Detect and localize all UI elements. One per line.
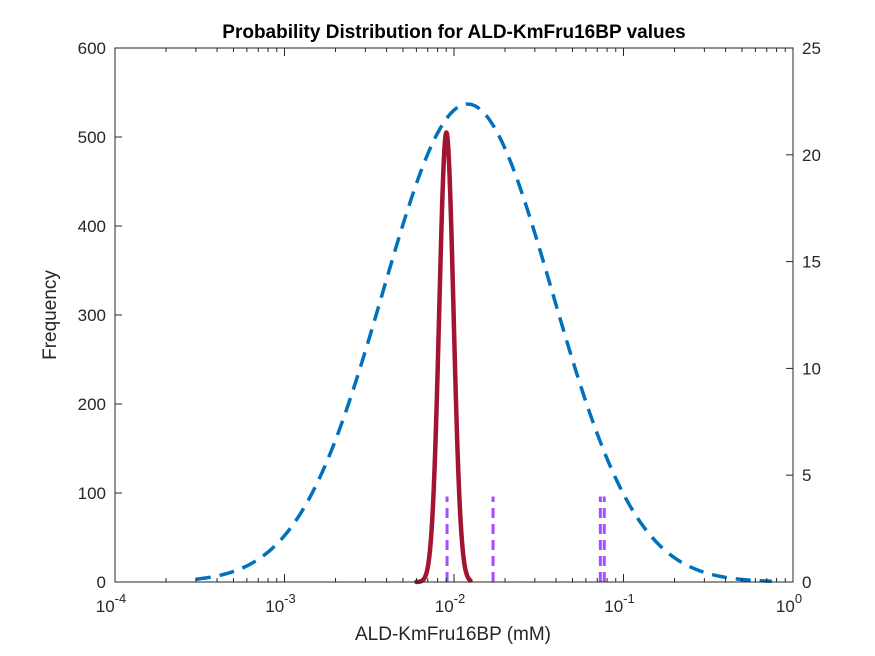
y-left-tick-label: 400 bbox=[78, 217, 106, 236]
x-tick-label: 100 bbox=[776, 591, 802, 616]
y-right-tick-label: 15 bbox=[802, 253, 821, 272]
y-left-tick-label: 300 bbox=[78, 306, 106, 325]
narrow-distribution-curve bbox=[414, 130, 473, 585]
y-left-tick-label: 500 bbox=[78, 128, 106, 147]
y-right-tick-label: 20 bbox=[802, 146, 821, 165]
x-tick-label: 10-3 bbox=[265, 591, 295, 616]
y-right-tick-label: 0 bbox=[802, 573, 811, 592]
y-left-tick-label: 600 bbox=[78, 39, 106, 58]
x-axis-label: ALD-KmFru16BP (mM) bbox=[355, 624, 551, 645]
y-axis-label: Frequency bbox=[40, 270, 61, 360]
axes-layer: 10-4 10-3 10-2 10-1 100010020030040050060005… bbox=[78, 39, 821, 616]
chart-title: Probability Distribution for ALD-KmFru16… bbox=[222, 22, 685, 43]
y-left-tick-label: 100 bbox=[78, 484, 106, 503]
y-right-tick-label: 10 bbox=[802, 359, 821, 378]
y-left-tick-label: 0 bbox=[97, 573, 106, 592]
x-tick-label: 10-4 bbox=[96, 591, 126, 616]
y-right-tick-label: 5 bbox=[802, 466, 811, 485]
x-tick-label: 10-1 bbox=[604, 591, 634, 616]
y-left-tick-label: 200 bbox=[78, 395, 106, 414]
wide-distribution-curve bbox=[195, 102, 772, 583]
x-tick-label: 10-2 bbox=[435, 591, 465, 616]
series-layer bbox=[195, 102, 772, 585]
y-right-tick-label: 25 bbox=[802, 39, 821, 58]
